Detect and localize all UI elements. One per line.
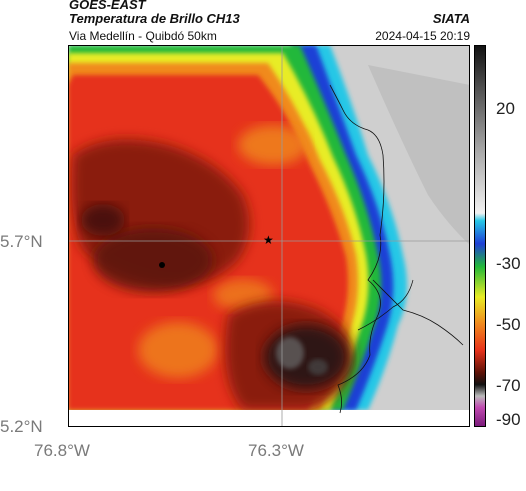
datetime-label: 2024-04-15 20:19 xyxy=(375,29,470,43)
lat-label-5.7: 5.7°N xyxy=(0,232,43,251)
org-label: SIATA xyxy=(432,11,470,26)
lon-label-76.3: 76.3°W xyxy=(248,441,304,460)
satellite-title: GOES-EAST xyxy=(69,0,146,12)
brightness-temperature-map: ★ xyxy=(68,45,470,427)
colorbar-label-minus30: -30 xyxy=(496,254,521,273)
product-title: Temperatura de Brillo CH13 xyxy=(69,11,240,26)
lat-label-5.2: 5.2°N xyxy=(0,417,43,436)
city-star-marker: ★ xyxy=(263,233,274,247)
colorbar-label-20: 20 xyxy=(496,99,515,118)
lon-label-76.8: 76.8°W xyxy=(34,441,90,460)
coastline xyxy=(329,84,385,414)
map-frame xyxy=(68,45,470,427)
colorbar-label-minus90: -90 xyxy=(496,410,521,429)
route-subtitle: Via Medellín - Quibdó 50km xyxy=(69,29,217,43)
colorbar-label-minus70: -70 xyxy=(496,376,521,395)
river-border xyxy=(372,279,464,346)
colorbar xyxy=(474,45,486,427)
no-data-strip xyxy=(68,410,470,427)
colorbar-label-minus50: -50 xyxy=(496,315,521,334)
city-dot-marker xyxy=(159,262,165,268)
